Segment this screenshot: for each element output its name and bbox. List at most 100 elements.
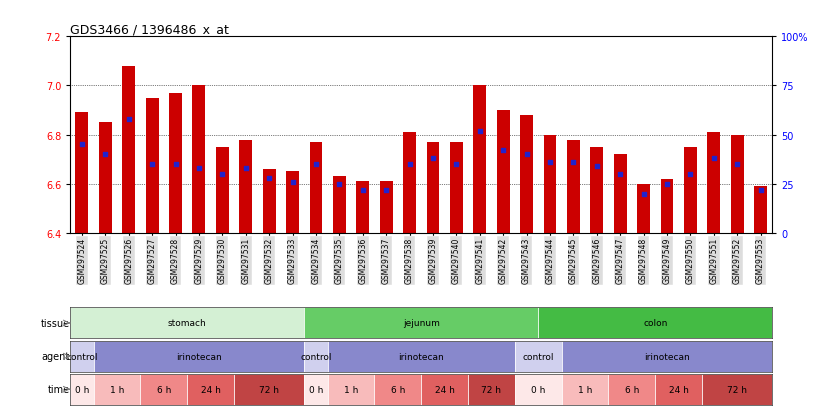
Bar xyxy=(515,374,562,405)
Point xyxy=(240,165,253,172)
Bar xyxy=(403,133,416,233)
Bar xyxy=(450,142,463,233)
Bar xyxy=(562,374,609,405)
Text: 72 h: 72 h xyxy=(259,385,279,394)
Point xyxy=(544,159,557,166)
Bar xyxy=(304,341,328,372)
Text: 24 h: 24 h xyxy=(434,385,454,394)
Text: 6 h: 6 h xyxy=(624,385,639,394)
Point xyxy=(263,175,276,182)
Bar xyxy=(122,66,135,233)
Bar xyxy=(426,142,439,233)
Text: 1 h: 1 h xyxy=(344,385,358,394)
Text: stomach: stomach xyxy=(168,319,206,328)
Text: 0 h: 0 h xyxy=(531,385,545,394)
Bar xyxy=(169,94,182,233)
Bar xyxy=(99,123,112,233)
Point xyxy=(754,187,767,194)
Point xyxy=(684,171,697,178)
Point xyxy=(496,148,510,154)
Point xyxy=(614,171,627,178)
Point xyxy=(192,165,206,172)
Bar xyxy=(70,374,93,405)
Point xyxy=(99,152,112,158)
Bar xyxy=(70,341,93,372)
Bar xyxy=(140,374,188,405)
Bar xyxy=(356,182,369,233)
Point xyxy=(169,161,183,168)
Text: control: control xyxy=(523,352,554,361)
Bar xyxy=(380,182,392,233)
Text: tissue: tissue xyxy=(40,318,69,328)
Bar xyxy=(684,147,697,233)
Text: GDS3466 / 1396486_x_at: GDS3466 / 1396486_x_at xyxy=(70,23,229,36)
Point xyxy=(122,116,135,123)
Bar xyxy=(240,140,252,233)
Text: control: control xyxy=(66,352,97,361)
Bar xyxy=(216,147,229,233)
Text: agent: agent xyxy=(41,351,69,361)
Text: irinotecan: irinotecan xyxy=(398,352,444,361)
Bar xyxy=(468,374,515,405)
Text: 0 h: 0 h xyxy=(309,385,323,394)
Text: 0 h: 0 h xyxy=(74,385,89,394)
Bar xyxy=(520,116,533,233)
Point xyxy=(660,181,673,188)
Text: time: time xyxy=(48,384,69,394)
Text: 24 h: 24 h xyxy=(201,385,221,394)
Text: 1 h: 1 h xyxy=(578,385,592,394)
Point xyxy=(730,161,743,168)
Point xyxy=(380,187,393,194)
Bar xyxy=(304,308,539,339)
Bar xyxy=(515,341,562,372)
Point xyxy=(426,156,439,162)
Point xyxy=(310,161,323,168)
Bar xyxy=(93,341,304,372)
Bar xyxy=(421,374,468,405)
Bar xyxy=(661,179,673,233)
Point xyxy=(333,181,346,188)
Bar xyxy=(286,172,299,233)
Bar xyxy=(473,86,487,233)
Text: 6 h: 6 h xyxy=(157,385,171,394)
Point xyxy=(286,179,299,186)
Bar xyxy=(591,147,603,233)
Bar xyxy=(310,142,322,233)
Point xyxy=(520,152,534,158)
Point xyxy=(403,161,416,168)
Text: 1 h: 1 h xyxy=(110,385,124,394)
Bar xyxy=(562,341,772,372)
Bar xyxy=(702,374,772,405)
Bar xyxy=(655,374,702,405)
Point xyxy=(356,187,369,194)
Bar xyxy=(567,140,580,233)
Bar xyxy=(609,374,655,405)
Text: 6 h: 6 h xyxy=(391,385,405,394)
Bar xyxy=(544,135,557,233)
Point xyxy=(707,156,720,162)
Bar xyxy=(70,308,304,339)
Bar xyxy=(75,113,88,233)
Point xyxy=(637,191,650,197)
Bar xyxy=(614,155,627,233)
Bar xyxy=(496,111,510,233)
Point xyxy=(75,142,88,148)
Point xyxy=(473,128,487,135)
Bar xyxy=(263,170,276,233)
Bar xyxy=(539,308,772,339)
Bar xyxy=(374,374,421,405)
Bar xyxy=(304,374,328,405)
Bar xyxy=(328,341,515,372)
Text: control: control xyxy=(300,352,332,361)
Bar xyxy=(754,187,767,233)
Bar xyxy=(93,374,140,405)
Bar xyxy=(707,133,720,233)
Text: 72 h: 72 h xyxy=(482,385,501,394)
Bar xyxy=(328,374,374,405)
Bar xyxy=(333,177,346,233)
Bar xyxy=(234,374,304,405)
Bar xyxy=(731,135,743,233)
Point xyxy=(216,171,229,178)
Point xyxy=(145,161,159,168)
Bar xyxy=(192,86,206,233)
